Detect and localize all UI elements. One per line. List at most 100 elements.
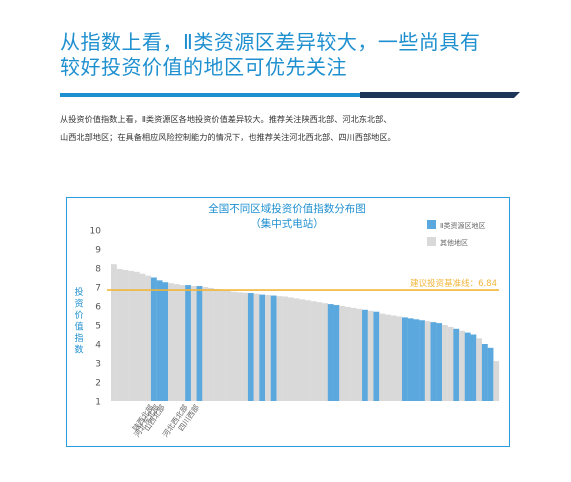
bar-other xyxy=(293,298,300,401)
bar-highlighted xyxy=(150,277,157,401)
bar-other xyxy=(339,306,346,401)
bar-other xyxy=(253,293,260,401)
y-tick-label: 7 xyxy=(95,284,101,294)
y-axis-label-char: 资 xyxy=(74,298,83,309)
bar-other xyxy=(384,314,391,401)
body-line-1: 从投资价值指数上看，Ⅱ类资源区各地投资价值差异较大。推荐关注陕西北部、河北东北部… xyxy=(60,114,392,124)
y-axis-label-char: 数 xyxy=(74,343,83,355)
y-tick-label: 5 xyxy=(95,322,101,332)
bar-other xyxy=(276,296,283,401)
bar-other xyxy=(116,268,123,401)
bar-highlighted xyxy=(270,295,277,401)
bar-other xyxy=(344,306,351,401)
bar-other xyxy=(367,310,374,401)
y-axis-label-char: 价 xyxy=(74,310,83,321)
body-line-2: 山西北部地区；在具备相应风险控制能力的情况下，也推荐关注河北西北部、四川西部地区… xyxy=(60,132,396,142)
bar-highlighted xyxy=(373,311,380,401)
bar-other xyxy=(133,271,140,401)
bar-other xyxy=(305,300,311,401)
investment-index-chart: 全国不同区域投资价值指数分布图 （集中式电站） Ⅱ类资源区地区 其他地区 投资价… xyxy=(74,202,500,439)
legend: Ⅱ类资源区地区 其他地区 xyxy=(427,220,485,247)
bar-other xyxy=(299,299,306,401)
legend-swatch-highlight xyxy=(427,220,436,229)
bar-other xyxy=(396,316,403,401)
bar-highlighted xyxy=(196,286,203,401)
bar-other xyxy=(208,287,214,401)
bar-highlighted xyxy=(259,294,266,401)
y-axis-label-char: 投 xyxy=(74,286,83,298)
bar-highlighted xyxy=(430,322,437,401)
chart-frame: 全国不同区域投资价值指数分布图 （集中式电站） Ⅱ类资源区地区 其他地区 投资价… xyxy=(66,197,510,447)
bar-highlighted xyxy=(247,293,254,401)
bar-other xyxy=(379,313,386,401)
bar-other xyxy=(225,290,231,401)
bar-highlighted xyxy=(162,282,169,401)
y-tick-label: 1 xyxy=(95,398,101,408)
y-axis-label-char: 值 xyxy=(74,320,83,332)
y-tick-label: 9 xyxy=(95,246,101,256)
bar-other xyxy=(424,321,431,401)
rule-dark-segment xyxy=(360,92,520,98)
bar-other xyxy=(476,338,483,401)
bar-highlighted xyxy=(185,285,192,401)
headline: 从指数上看，Ⅱ类资源区差异较大，一些尚具有 较好投资价值的地区可优先关注 xyxy=(60,30,540,80)
headline-rule xyxy=(60,83,520,98)
bar-other xyxy=(202,287,209,401)
bar-other xyxy=(441,325,448,401)
bar-highlighted xyxy=(453,328,460,401)
bar-highlighted xyxy=(407,318,414,401)
y-tick-label: 4 xyxy=(95,341,101,351)
y-axis-label: 投资价值指数 xyxy=(74,286,83,356)
bar-other xyxy=(111,264,117,401)
bar-other xyxy=(493,361,500,401)
bar-other xyxy=(179,285,186,401)
bar-highlighted xyxy=(327,304,334,401)
bar-highlighted xyxy=(333,305,340,401)
bar-other xyxy=(213,288,220,401)
bar-other xyxy=(122,269,129,401)
legend-label-other: 其他地区 xyxy=(440,238,468,247)
bar-other xyxy=(139,273,146,401)
benchmark-label: 建议投资基准线：6.84 xyxy=(410,278,497,289)
bar-other xyxy=(390,315,397,401)
bar-other xyxy=(316,302,323,401)
bar-highlighted xyxy=(481,344,488,401)
bar-other xyxy=(447,326,454,401)
y-tick-label: 2 xyxy=(95,379,101,389)
legend-swatch-other xyxy=(427,237,436,246)
bar-other xyxy=(145,275,152,401)
bar-highlighted xyxy=(156,280,163,401)
bar-highlighted xyxy=(362,309,368,401)
y-tick-label: 10 xyxy=(90,227,102,237)
bar-other xyxy=(356,308,363,401)
y-ticks: 1 2 3 4 5 6 7 8 9 10 xyxy=(90,227,102,408)
bar-other xyxy=(190,286,197,401)
bar-other xyxy=(219,289,226,401)
bar-other xyxy=(459,330,465,401)
legend-label-highlight: Ⅱ类资源区地区 xyxy=(440,221,485,230)
y-axis-label-char: 指 xyxy=(74,332,83,344)
bar-other xyxy=(282,296,289,401)
y-tick-label: 8 xyxy=(95,265,101,275)
bar-highlighted xyxy=(419,320,425,401)
bar-other xyxy=(310,301,317,401)
chart-subtitle: （集中式电站） xyxy=(250,217,324,230)
bar-highlighted xyxy=(436,323,443,401)
headline-line-1: 从指数上看，Ⅱ类资源区差异较大，一些尚具有 xyxy=(60,30,481,54)
bar-other xyxy=(236,292,243,401)
bar-other xyxy=(128,270,134,401)
bar-highlighted xyxy=(470,334,477,401)
bar-other xyxy=(168,283,174,401)
bar-highlighted xyxy=(402,317,408,401)
chart-title: 全国不同区域投资价值指数分布图 xyxy=(208,202,366,215)
bar-other xyxy=(173,284,180,401)
bar-other xyxy=(230,291,237,401)
bar-highlighted xyxy=(487,347,494,401)
bar-other xyxy=(350,307,357,401)
bar-other xyxy=(287,297,294,401)
bar-highlighted xyxy=(413,319,420,401)
y-tick-label: 6 xyxy=(95,303,101,313)
body-paragraph: 从投资价值指数上看，Ⅱ类资源区各地投资价值差异较大。推荐关注陕西北部、河北东北部… xyxy=(60,110,540,146)
bar-highlighted xyxy=(464,332,471,401)
